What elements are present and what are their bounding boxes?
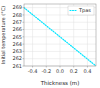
grid-line	[24, 58, 96, 59]
y-tick	[23, 44, 25, 45]
chart-container: -0.4-0.20.00.20.426126226326426526626726…	[0, 0, 100, 88]
plot-background	[24, 4, 96, 66]
y-tick	[23, 36, 25, 37]
grid-line	[24, 29, 96, 30]
y-axis-label: Initial temperature (°C)	[0, 6, 7, 64]
grid-line	[32, 4, 33, 66]
y-tick	[23, 66, 25, 67]
y-tick	[23, 14, 25, 15]
legend-swatch	[70, 10, 77, 11]
series-line	[24, 8, 96, 66]
y-tick	[23, 22, 25, 23]
y-tick-label: 264	[12, 41, 22, 47]
y-tick	[23, 58, 25, 59]
chart: -0.4-0.20.00.20.426126226326426526626726…	[0, 0, 100, 88]
y-tick-label: 261	[12, 63, 22, 69]
grid-line	[60, 4, 61, 66]
x-tick-label: 0.4	[83, 68, 91, 74]
x-tick-label: 0.0	[56, 68, 64, 74]
grid-line	[24, 44, 96, 45]
y-tick	[23, 51, 25, 52]
x-axis-label: Thickness (m)	[40, 80, 80, 86]
legend-label: Tpas	[78, 7, 91, 14]
y-tick-label: 265	[12, 34, 22, 40]
x-tick-label: 0.2	[70, 68, 78, 74]
grid-line	[46, 4, 47, 66]
legend-box	[68, 6, 94, 15]
grid-line	[24, 22, 96, 23]
legend: Tpas	[68, 6, 94, 15]
plot-area	[24, 8, 96, 66]
y-tick-label: 263	[12, 48, 22, 54]
x-tick-label: -0.4	[28, 68, 38, 74]
y-tick	[23, 7, 25, 8]
y-tick	[23, 29, 25, 30]
y-tick-label: 269	[12, 4, 22, 10]
y-tick-label: 262	[12, 55, 22, 61]
plot-frame	[24, 4, 96, 66]
y-tick-label: 268	[12, 12, 22, 18]
y-tick-label: 267	[12, 19, 22, 25]
y-tick-label: 266	[12, 26, 22, 32]
x-tick-label: -0.2	[41, 68, 51, 74]
grid-line	[24, 51, 96, 52]
